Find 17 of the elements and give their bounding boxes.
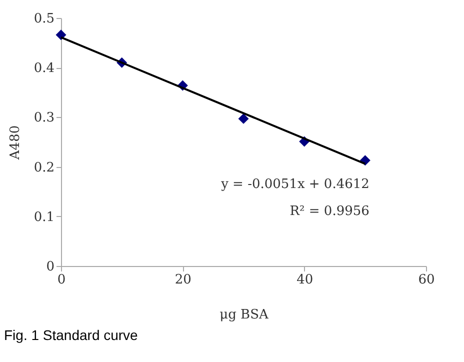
y-tick-label: 0.5 — [34, 12, 54, 26]
x-tick-label: 20 — [174, 272, 192, 288]
y-tick-label: 0.4 — [34, 61, 54, 76]
annotation: R² = 0.9956 — [290, 204, 370, 220]
point — [56, 30, 66, 40]
x-tick-label: 60 — [418, 272, 435, 288]
x-axis-title: μg BSA — [220, 308, 269, 322]
annotation: y = -0.0051x + 0.4612 — [220, 177, 370, 192]
y-tick-label: 0.3 — [34, 110, 54, 126]
x-tick-label: 0 — [57, 272, 66, 288]
y-tick-label: 0.2 — [34, 160, 54, 176]
y-tick-label: 0.1 — [34, 210, 54, 225]
y-axis-title: A480 — [8, 125, 23, 161]
point — [238, 113, 249, 124]
y-tick-label: 0 — [46, 260, 54, 274]
x-tick-label: 40 — [296, 272, 314, 288]
caption: Fig. 1 Standard curve — [4, 327, 139, 343]
